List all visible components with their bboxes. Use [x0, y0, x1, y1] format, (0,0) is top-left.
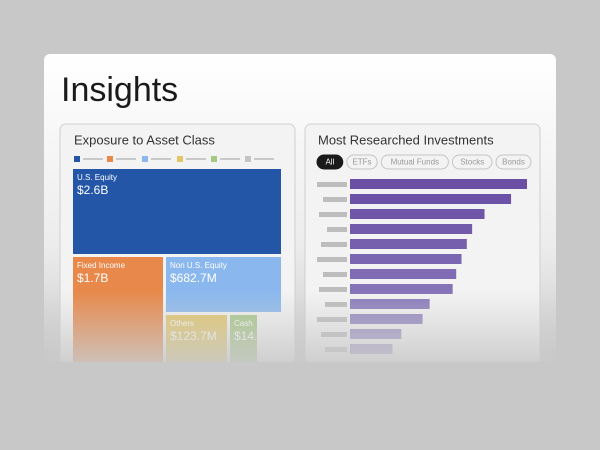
fade-overlay: [44, 290, 556, 374]
panel-title: Most Researched Investments: [318, 132, 494, 147]
filter-pill[interactable]: [495, 154, 532, 170]
legend-swatch: [211, 156, 217, 162]
bar: [350, 209, 485, 219]
legend-placeholder: [254, 158, 274, 160]
cell-value: $1.7B: [77, 271, 108, 285]
bar: [350, 284, 453, 294]
cell-label: U.S. Equity: [77, 173, 117, 182]
filter-label[interactable]: Bonds: [502, 158, 525, 167]
cell-value: $2.6B: [77, 183, 108, 197]
label-placeholder: [319, 287, 347, 292]
panel-title: Exposure to Asset Class: [74, 132, 215, 147]
filter-label[interactable]: Stocks: [460, 158, 484, 167]
filter-label[interactable]: ETFs: [352, 158, 371, 167]
legend-swatch: [107, 156, 113, 162]
filter-pill[interactable]: [346, 154, 378, 170]
label-placeholder: [319, 212, 347, 217]
bar: [350, 239, 467, 249]
filter-label[interactable]: Mutual Funds: [391, 158, 439, 167]
cell-value: $682.7M: [170, 271, 217, 285]
label-placeholder: [317, 257, 347, 262]
label-placeholder: [317, 182, 347, 187]
legend-swatch: [245, 156, 251, 162]
cell-label: Fixed Income: [77, 261, 126, 270]
filter-pill[interactable]: [380, 154, 449, 170]
page-title: Insights: [61, 71, 178, 109]
filter-label[interactable]: All: [325, 158, 334, 167]
label-placeholder: [321, 242, 347, 247]
bar: [350, 254, 462, 264]
cell-label: Non U.S. Equity: [170, 261, 227, 270]
legend-swatch: [177, 156, 183, 162]
legend-swatch: [142, 156, 148, 162]
bar: [350, 194, 512, 204]
label-placeholder: [323, 197, 347, 202]
label-placeholder: [327, 227, 347, 232]
filter-pill[interactable]: [451, 154, 493, 170]
treemap-cell: [73, 169, 281, 254]
legend-swatch: [74, 156, 80, 162]
legend-placeholder: [220, 158, 240, 160]
bar: [350, 269, 457, 279]
label-placeholder: [323, 272, 347, 277]
legend-placeholder: [186, 158, 206, 160]
legend-placeholder: [116, 158, 136, 160]
filter-bar: All ETFs Mutual Funds Stocks Bonds: [316, 154, 532, 170]
legend: [74, 156, 274, 162]
background-bottom: [0, 362, 600, 450]
filter-pill[interactable]: [316, 154, 344, 170]
legend-placeholder: [83, 158, 103, 160]
bar: [350, 224, 473, 234]
bar: [350, 179, 527, 189]
legend-placeholder: [151, 158, 171, 160]
